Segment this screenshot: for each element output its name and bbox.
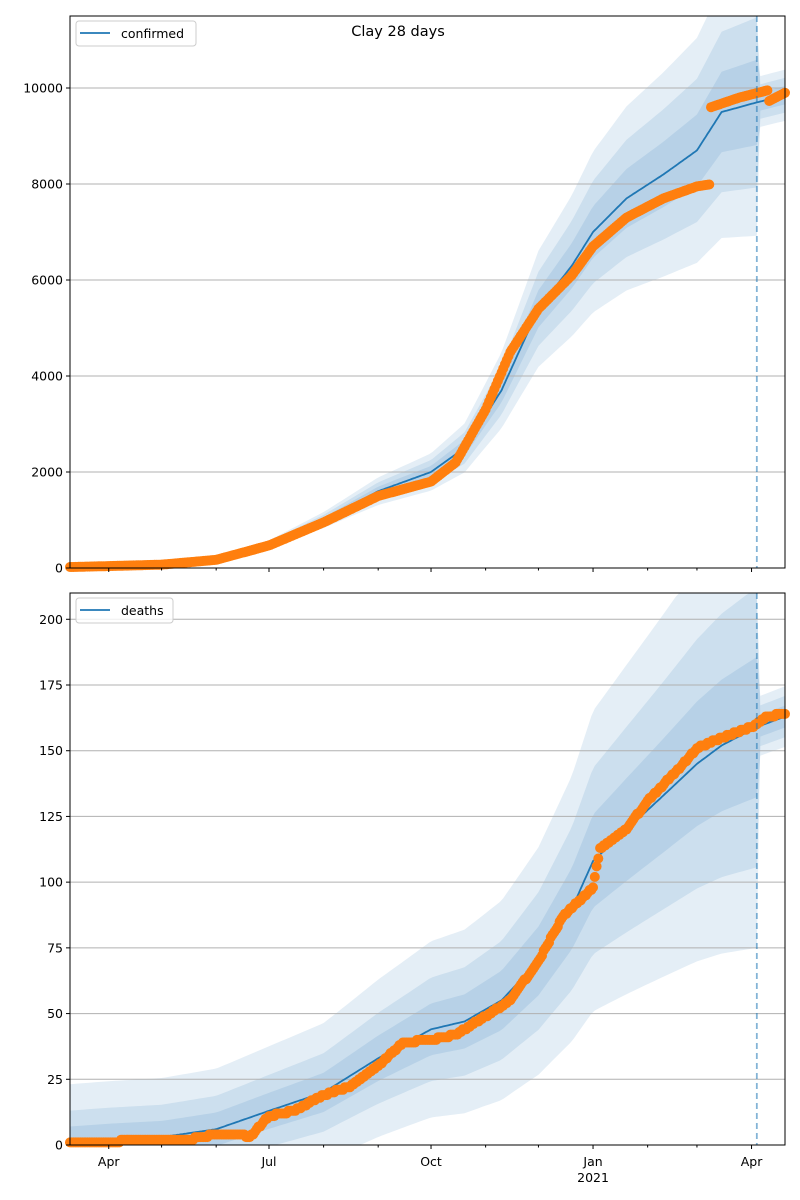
x-tick-label-apr-2021: Apr bbox=[741, 1154, 763, 1169]
deaths-x-ticks bbox=[108, 1145, 753, 1149]
observed-point bbox=[589, 871, 600, 882]
y-tick-label-0: 0 bbox=[55, 1138, 63, 1153]
uncertainty-band-2 bbox=[70, 17, 785, 568]
y-tick-label-175: 175 bbox=[39, 678, 63, 693]
uncertainty-band-2 bbox=[70, 593, 785, 1145]
observed-point bbox=[704, 179, 715, 190]
x-axis-tick-labels: Apr Jul Oct Jan Apr 2021 bbox=[98, 1154, 763, 1185]
y-tick-label-2000: 2000 bbox=[31, 465, 63, 480]
confirmed-observed-points bbox=[65, 85, 790, 572]
observed-point bbox=[591, 861, 602, 872]
legend-box bbox=[75, 597, 174, 624]
uncertainty-band-3 bbox=[70, 656, 785, 1145]
confirmed-gridlines bbox=[70, 87, 785, 473]
deaths-model-line bbox=[69, 715, 786, 1144]
x-tick-label-jan: Jan bbox=[582, 1154, 602, 1169]
deaths-y-ticks: 0 25 50 75 100 125 150 175 200 bbox=[39, 612, 70, 1153]
y-tick-label-75: 75 bbox=[47, 940, 63, 955]
y-tick-label-10000: 10000 bbox=[23, 81, 63, 96]
deaths-observed-points bbox=[65, 708, 790, 1148]
observed-point bbox=[593, 853, 604, 864]
y-tick-label-8000: 8000 bbox=[31, 177, 63, 192]
x-tick-label-jul: Jul bbox=[260, 1154, 276, 1169]
y-tick-label-50: 50 bbox=[47, 1006, 63, 1021]
chart-title: Clay 28 days bbox=[351, 24, 445, 40]
uncertainty-band-1 bbox=[70, 16, 785, 568]
observed-point bbox=[762, 85, 773, 96]
y-tick-label-100: 100 bbox=[39, 875, 63, 890]
legend-box bbox=[75, 20, 197, 47]
uncertainty-band-1 bbox=[70, 593, 785, 1145]
legend-label-deaths: deaths bbox=[121, 603, 164, 618]
confirmed-panel: 0 2000 4000 6000 8000 10000 Clay 28 days conf… bbox=[23, 15, 790, 576]
deaths-axes-frame bbox=[69, 592, 786, 1146]
deaths-legend: deaths bbox=[75, 597, 174, 624]
y-tick-label-150: 150 bbox=[39, 743, 63, 758]
y-tick-label-0: 0 bbox=[55, 561, 63, 576]
legend-label-confirmed: confirmed bbox=[121, 26, 184, 41]
deaths-panel: 0 25 50 75 100 125 150 175 200 deaths bbox=[39, 592, 790, 1153]
x-tick-label-apr: Apr bbox=[98, 1154, 120, 1169]
model-line bbox=[69, 715, 786, 1144]
y-tick-label-6000: 6000 bbox=[31, 273, 63, 288]
confirmed-x-ticks bbox=[108, 568, 753, 572]
confirmed-legend: confirmed bbox=[75, 20, 197, 47]
x-tick-label-oct: Oct bbox=[420, 1154, 442, 1169]
deaths-uncertainty-bands bbox=[70, 593, 785, 1145]
y-tick-label-200: 200 bbox=[39, 612, 63, 627]
x-tick-label-year-2021: 2021 bbox=[577, 1170, 609, 1185]
confirmed-axes-frame bbox=[69, 15, 786, 569]
y-tick-label-25: 25 bbox=[47, 1072, 63, 1087]
confirmed-y-ticks: 0 2000 4000 6000 8000 10000 bbox=[23, 81, 70, 576]
observed-point bbox=[588, 882, 598, 893]
y-tick-label-125: 125 bbox=[39, 809, 63, 824]
deaths-gridlines bbox=[70, 618, 785, 1080]
y-tick-label-4000: 4000 bbox=[31, 369, 63, 384]
